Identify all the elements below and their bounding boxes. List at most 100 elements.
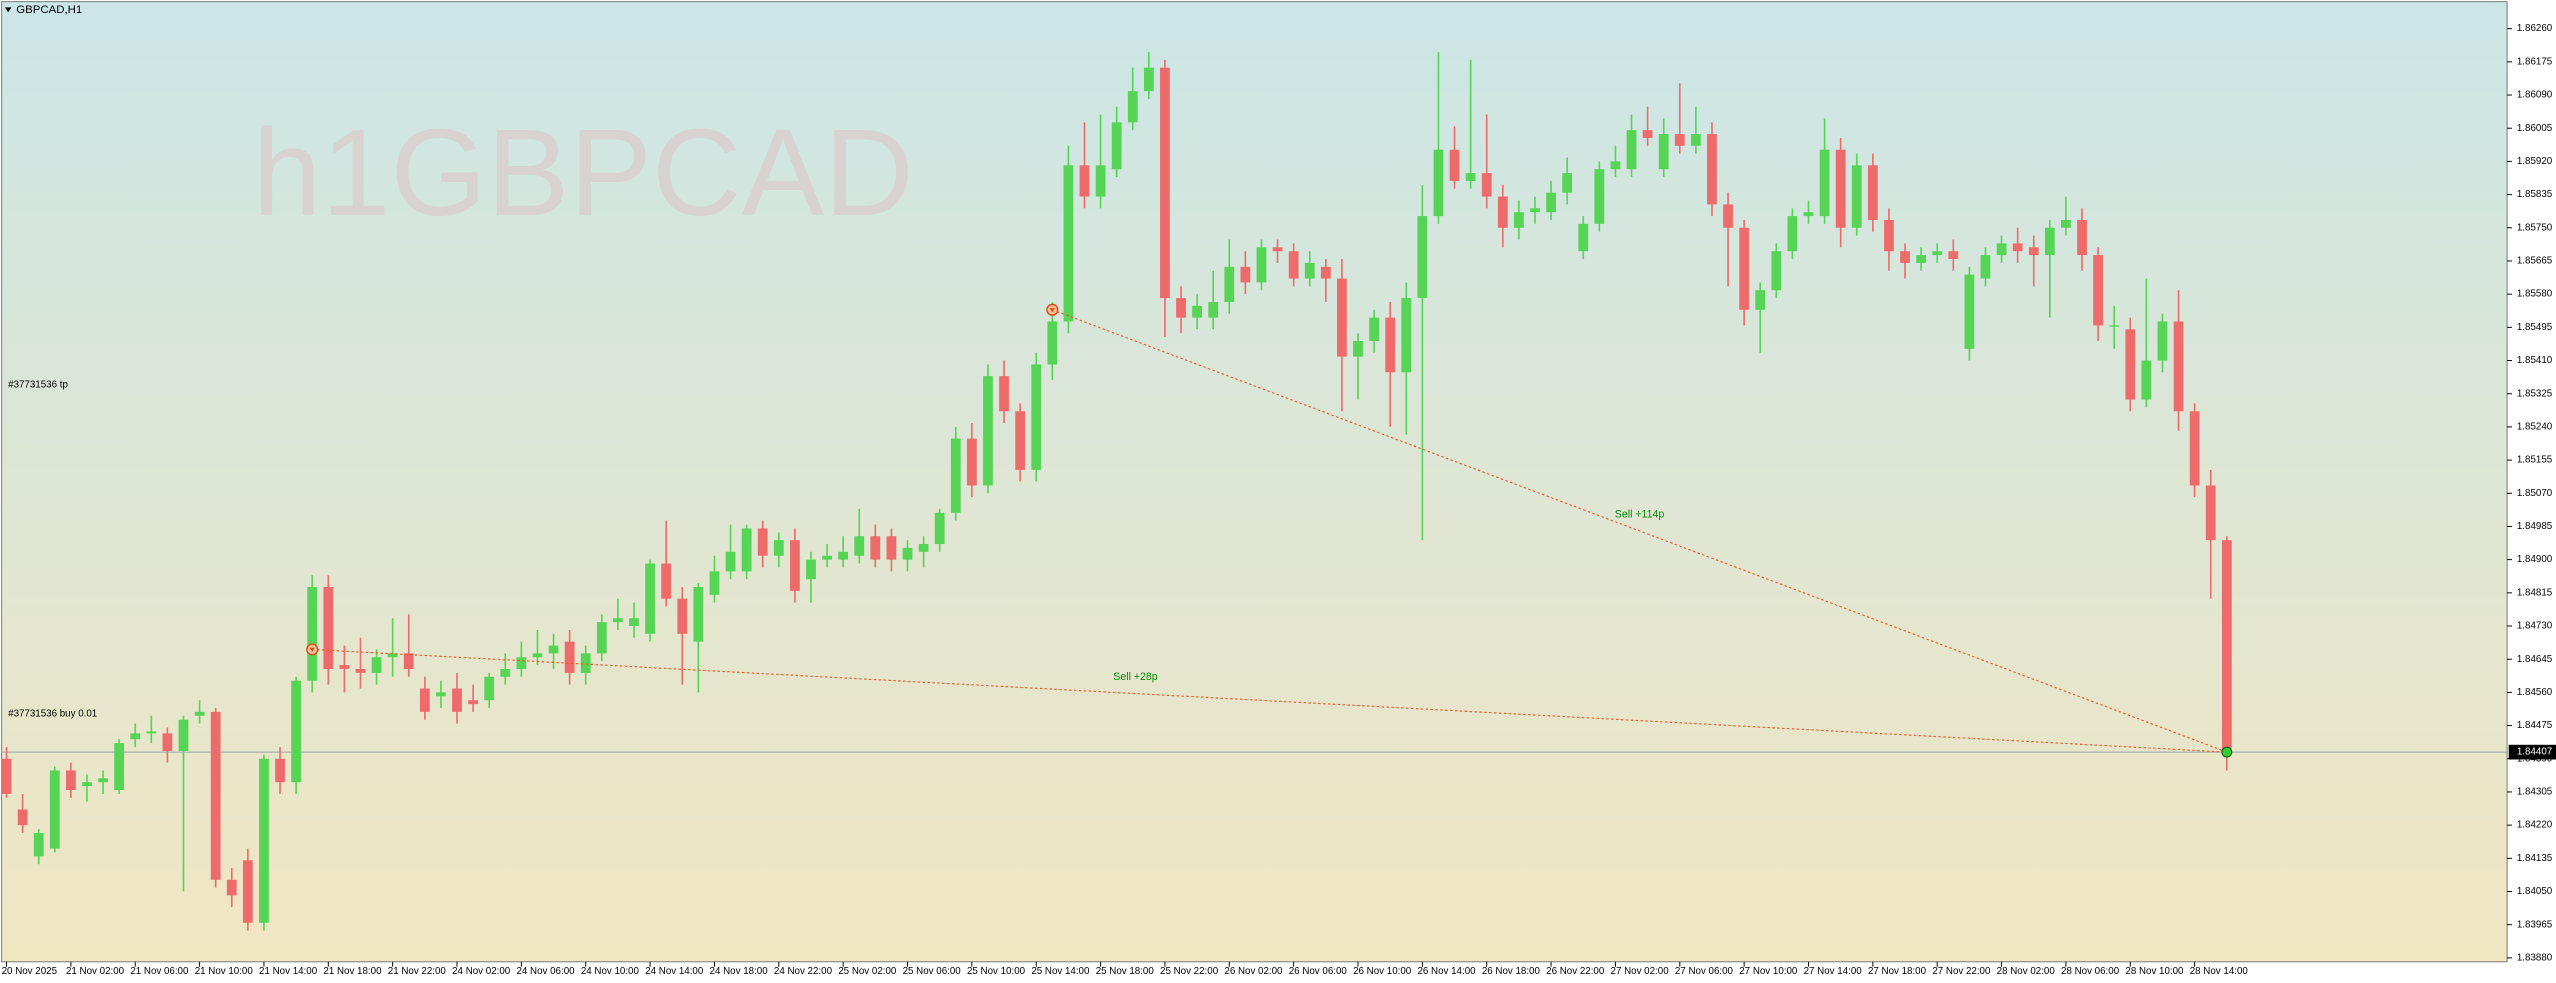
- candle-up: [1433, 149, 1444, 217]
- candle-down: [2189, 411, 2200, 486]
- candle-down: [1385, 317, 1396, 373]
- candle-down: [468, 700, 478, 705]
- candle-up: [629, 618, 639, 627]
- candle-down: [2093, 255, 2103, 326]
- trade-label: Sell +28p: [1113, 671, 1158, 683]
- x-tick-label: 27 Nov 02:00: [1611, 966, 1670, 977]
- x-tick-label: 28 Nov 06:00: [2061, 966, 2120, 977]
- candle-down: [1707, 134, 1717, 205]
- candle-up: [146, 731, 157, 734]
- candle-up: [950, 438, 961, 513]
- candle-up: [1095, 165, 1106, 197]
- candle-down: [789, 540, 800, 591]
- candle-up: [1980, 255, 1991, 279]
- candle-down: [1079, 165, 1090, 197]
- candle-up: [49, 770, 60, 849]
- y-tick-label: 1.85155: [2517, 455, 2553, 466]
- x-tick-label: 27 Nov 10:00: [1739, 966, 1798, 977]
- candle-up: [259, 758, 269, 923]
- candle-up: [1562, 173, 1573, 193]
- y-tick-label: 1.84985: [2517, 521, 2553, 532]
- x-tick-label: 24 Nov 14:00: [645, 966, 704, 977]
- candle-down: [870, 536, 881, 560]
- candle-up: [1256, 247, 1267, 283]
- x-tick-label: 26 Nov 14:00: [1417, 966, 1476, 977]
- candle-down: [452, 688, 462, 712]
- candle-up: [1787, 216, 1798, 252]
- x-tick-label: 28 Nov 10:00: [2125, 966, 2184, 977]
- candle-up: [822, 555, 832, 560]
- plot-area: [1, 1, 2508, 963]
- watermark: h1GBPCAD: [253, 104, 914, 242]
- candle-down: [1884, 219, 1894, 252]
- x-tick-label: 21 Nov 06:00: [130, 966, 189, 977]
- x-tick-label: 27 Nov 14:00: [1804, 966, 1863, 977]
- candle-up: [436, 692, 446, 697]
- candle-down: [1337, 278, 1347, 357]
- candle-down: [65, 770, 76, 790]
- y-tick-label: 1.85920: [2517, 156, 2553, 167]
- candle-down: [1900, 251, 1910, 263]
- candle-up: [2109, 325, 2120, 327]
- candle-up: [98, 778, 108, 783]
- candle-up: [1208, 301, 1219, 318]
- candle-up: [580, 653, 591, 673]
- candle-up: [1047, 321, 1058, 365]
- candle-up: [1932, 251, 1943, 256]
- candle-down: [275, 758, 285, 783]
- y-tick-label: 1.86090: [2517, 90, 2553, 101]
- candle-down: [1948, 251, 1959, 260]
- menu-arrow[interactable]: [4, 7, 12, 13]
- candle-down: [757, 528, 768, 556]
- candle-up: [1127, 91, 1138, 123]
- y-tick-label: 1.85325: [2517, 388, 2553, 399]
- candle-up: [130, 733, 141, 740]
- candle-up: [1594, 169, 1605, 224]
- candle-up: [500, 668, 511, 677]
- candle-up: [934, 512, 945, 545]
- x-tick-label: 28 Nov 14:00: [2190, 966, 2249, 977]
- candle-down: [2077, 219, 2087, 256]
- candle-down: [339, 665, 350, 669]
- candle-down: [2028, 247, 2039, 256]
- x-tick-label: 25 Nov 22:00: [1160, 966, 1219, 977]
- candle-down: [210, 711, 221, 880]
- candle-down: [2012, 243, 2023, 252]
- bid-label: 1.84407: [2517, 747, 2552, 758]
- candle-up: [33, 832, 44, 857]
- candle-up: [2044, 227, 2055, 256]
- y-tick-label: 1.84560: [2517, 687, 2553, 698]
- order-label: #37731536 tp: [8, 379, 68, 390]
- candle-up: [371, 657, 382, 673]
- x-tick-label: 26 Nov 10:00: [1353, 966, 1412, 977]
- bid-label-box: [2508, 744, 2556, 760]
- candle-down: [1642, 130, 1653, 138]
- candle-up: [1546, 192, 1556, 213]
- candle-up: [1353, 341, 1363, 357]
- trade-open-arrow: [1049, 308, 1055, 313]
- trade-open-arrow: [309, 647, 315, 652]
- x-tick-label: 24 Nov 10:00: [581, 966, 640, 977]
- candle-down: [323, 586, 334, 669]
- y-tick-label: 1.85240: [2517, 421, 2553, 432]
- candle-up: [773, 540, 784, 556]
- x-tick-label: 21 Nov 14:00: [259, 966, 318, 977]
- candle-down: [1739, 227, 1750, 310]
- candle-up: [1143, 67, 1154, 92]
- candle-down: [661, 563, 672, 599]
- y-tick-label: 1.83965: [2517, 919, 2553, 930]
- candle-up: [1916, 255, 1927, 263]
- candle-up: [548, 645, 559, 654]
- candle-up: [902, 547, 913, 560]
- candle-up: [2061, 219, 2071, 228]
- candle-up: [838, 551, 849, 560]
- candle-up: [1610, 161, 1621, 170]
- candle-up: [1369, 317, 1379, 342]
- x-tick-label: 24 Nov 18:00: [710, 966, 769, 977]
- candle-up: [854, 536, 865, 556]
- candle-up: [741, 528, 752, 572]
- candle-down: [999, 376, 1009, 412]
- candle-down: [2221, 540, 2232, 753]
- candle-up: [1530, 208, 1540, 213]
